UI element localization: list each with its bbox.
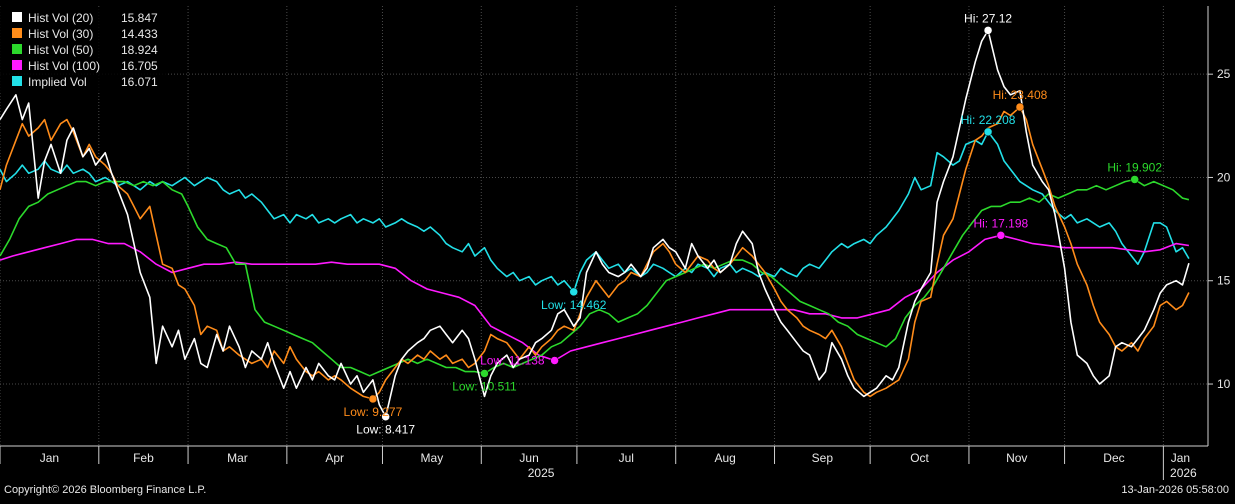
legend-series-value: 18.924	[121, 43, 158, 57]
x-tick-label: Feb	[133, 451, 154, 465]
x-tick-label: Apr	[325, 451, 344, 465]
legend-series-value: 16.705	[121, 59, 158, 73]
legend-swatch	[12, 76, 22, 86]
hi-marker	[1130, 175, 1139, 184]
hi-marker-label: Hi: 27.12	[964, 11, 1012, 25]
low-marker	[480, 369, 489, 378]
low-marker-label: Low: 11.138	[480, 354, 545, 368]
year-label: 2026	[1170, 466, 1197, 480]
legend-series-name: Hist Vol (50)	[28, 43, 93, 57]
y-tick-label: 10	[1217, 377, 1231, 391]
hi-marker-label: Hi: 23.408	[993, 88, 1048, 102]
legend-swatch	[12, 12, 22, 22]
low-marker-label: Low: 9.277	[344, 405, 403, 419]
legend-series-value: 15.847	[121, 11, 158, 25]
legend-series-name: Hist Vol (100)	[28, 59, 100, 73]
x-tick-label: Jan	[40, 451, 59, 465]
hi-marker	[983, 127, 993, 137]
series-line-hist-vol-50	[0, 178, 1190, 377]
x-tick-label: Dec	[1103, 451, 1124, 465]
legend: Hist Vol (20) 15.847 Hist Vol (30) 14.433 Hi…	[0, 8, 166, 92]
year-label: 2025	[528, 466, 555, 480]
hi-low-markers: Hi: 27.12 Low: 8.417 Hi: 23.408 Low: 9.277 H…	[344, 11, 1163, 436]
hi-marker-label: Hi: 17.198	[973, 216, 1028, 230]
x-tick-label: Nov	[1006, 451, 1027, 465]
grid-lines	[0, 6, 1208, 446]
hi-marker	[1015, 102, 1025, 112]
x-tick-label: Jun	[519, 451, 538, 465]
legend-background	[0, 8, 166, 92]
low-marker	[368, 394, 378, 404]
series-lines	[0, 29, 1190, 418]
hi-marker-label: Hi: 22.208	[961, 113, 1016, 127]
low-marker	[381, 412, 390, 421]
legend-swatch	[12, 60, 22, 70]
x-tick-label: Aug	[714, 451, 735, 465]
hi-marker	[983, 26, 993, 35]
low-marker-label: Low: 14.462	[541, 298, 607, 312]
low-marker	[569, 287, 578, 297]
legend-series-name: Implied Vol	[28, 75, 87, 89]
x-tick-label: Sep	[812, 451, 834, 465]
legend-swatch	[12, 44, 22, 54]
legend-swatch	[12, 28, 22, 38]
legend-series-value: 14.433	[121, 27, 158, 41]
x-tick-label: May	[421, 451, 444, 465]
low-marker-label: Low: 10.511	[452, 379, 517, 393]
hi-marker	[996, 231, 1006, 240]
timestamp-text: 13-Jan-2026 05:58:00	[1121, 484, 1229, 496]
low-marker	[550, 356, 559, 365]
y-tick-label: 25	[1217, 67, 1231, 81]
low-marker-label: Low: 8.417	[356, 423, 415, 437]
x-tick-label: Jan	[1171, 451, 1190, 465]
x-tick-label: Mar	[227, 451, 248, 465]
x-tick-label: Jul	[619, 451, 634, 465]
y-tick-label: 20	[1217, 170, 1231, 184]
series-line-hist-vol-20	[0, 29, 1190, 418]
x-tick-label: Oct	[910, 451, 929, 465]
y-tick-label: 15	[1217, 274, 1231, 288]
legend-series-name: Hist Vol (20)	[28, 11, 93, 25]
copyright-text: Copyright© 2026 Bloomberg Finance L.P.	[4, 484, 207, 496]
hi-marker-label: Hi: 19.902	[1107, 160, 1162, 174]
series-line-hist-vol-100	[0, 234, 1190, 362]
legend-series-name: Hist Vol (30)	[28, 27, 93, 41]
legend-series-value: 16.071	[121, 75, 158, 89]
series-line-hist-vol-30	[0, 106, 1190, 400]
